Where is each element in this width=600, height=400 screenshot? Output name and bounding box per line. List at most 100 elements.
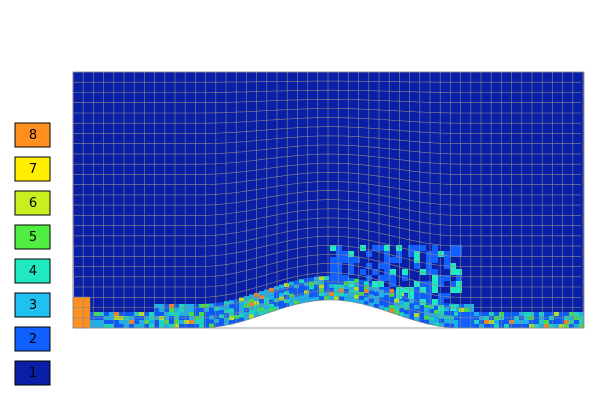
refined-cell — [364, 297, 369, 302]
mesh-line — [73, 272, 581, 298]
refined-cell — [94, 320, 99, 324]
refined-cell — [174, 320, 179, 324]
refined-cell — [449, 311, 454, 316]
refined-cell — [324, 296, 329, 301]
legend-label: 2 — [29, 332, 37, 347]
refined-cell — [450, 251, 456, 257]
refined-cell — [319, 296, 324, 301]
refined-cell — [426, 251, 432, 257]
refined-cell — [414, 263, 420, 269]
refined-cell — [284, 283, 289, 288]
refined-cell — [544, 320, 549, 324]
refined-cell — [342, 251, 348, 257]
refined-cell — [479, 320, 484, 324]
refined-cell — [364, 301, 369, 306]
refined-cell — [384, 269, 390, 275]
refined-cell — [179, 312, 184, 316]
refined-cell — [504, 324, 509, 328]
refined-cell — [414, 257, 420, 263]
refined-cell — [354, 257, 360, 263]
refined-cell — [249, 310, 254, 315]
refined-cell — [354, 278, 359, 283]
refined-cell — [369, 282, 374, 287]
refined-cell — [369, 298, 374, 303]
refined-cell — [384, 257, 390, 263]
refined-cell — [336, 263, 342, 269]
refined-cell — [94, 312, 99, 316]
refined-cell — [384, 263, 390, 269]
refined-cell — [224, 309, 229, 314]
refined-cell — [389, 296, 394, 301]
refined-cell — [330, 257, 336, 263]
refined-cell — [399, 312, 404, 317]
refined-cell — [189, 324, 194, 328]
refined-cell — [209, 311, 214, 316]
mesh-line — [73, 162, 581, 175]
refined-cell — [374, 303, 379, 308]
refined-cell — [539, 324, 544, 328]
refined-cell — [154, 324, 159, 328]
refined-cell — [456, 281, 462, 287]
refined-cell — [314, 296, 319, 301]
refined-cell — [124, 324, 129, 328]
refined-cell — [299, 299, 304, 304]
refined-cell — [214, 302, 219, 307]
refined-cell — [129, 324, 134, 328]
refined-cell — [339, 292, 344, 297]
refined-cell — [474, 324, 479, 328]
refined-cell — [359, 295, 364, 300]
refined-cell — [284, 299, 289, 304]
refined-cell — [569, 324, 574, 328]
refined-cell — [249, 298, 254, 303]
refined-cell — [379, 293, 384, 298]
refined-cell — [134, 320, 139, 324]
refined-cell — [349, 293, 354, 298]
refined-cell — [364, 281, 369, 286]
refined-cell — [396, 287, 402, 293]
refined-cell — [564, 320, 569, 324]
refined-cell — [459, 308, 464, 312]
refined-cell — [378, 245, 384, 251]
refined-cell — [209, 319, 214, 324]
refined-cell — [444, 311, 449, 316]
refined-cell — [424, 315, 429, 320]
refined-cell — [389, 288, 394, 293]
refined-cell — [159, 304, 164, 308]
refined-cell — [304, 298, 309, 303]
refined-cell — [429, 316, 434, 321]
legend-label: 8 — [29, 128, 37, 143]
refined-cell — [404, 293, 409, 298]
refined-cell — [404, 309, 409, 314]
refined-cell — [349, 289, 354, 294]
refined-cell — [104, 320, 109, 324]
legend: 8 7 6 5 4 3 2 1 — [14, 122, 51, 386]
refined-cell — [504, 320, 509, 324]
mesh-line — [73, 281, 581, 308]
refined-cell — [384, 291, 389, 296]
refined-cell — [544, 324, 549, 328]
refined-cell — [384, 295, 389, 300]
refined-cell — [549, 320, 554, 324]
refined-cell — [359, 279, 364, 284]
refined-cell — [579, 320, 584, 324]
refined-cell — [394, 310, 399, 315]
refined-cell — [408, 251, 414, 257]
refined-cell — [432, 257, 438, 263]
refined-cell — [364, 285, 369, 290]
refined-cell — [432, 299, 438, 305]
refined-cell — [289, 289, 294, 294]
refined-block — [72, 296, 91, 329]
refined-cell — [524, 320, 529, 324]
refined-cell — [454, 319, 459, 324]
refined-cell — [559, 324, 564, 328]
refined-cell — [229, 300, 234, 305]
refined-cell — [456, 275, 462, 281]
refined-cell — [344, 293, 349, 298]
refined-cell — [419, 314, 424, 319]
refined-cell — [129, 320, 134, 324]
refined-cell — [159, 308, 164, 312]
refined-cell — [189, 308, 194, 312]
refined-cell — [294, 288, 299, 293]
refined-cell — [336, 269, 342, 275]
legend-swatch — [14, 190, 51, 216]
